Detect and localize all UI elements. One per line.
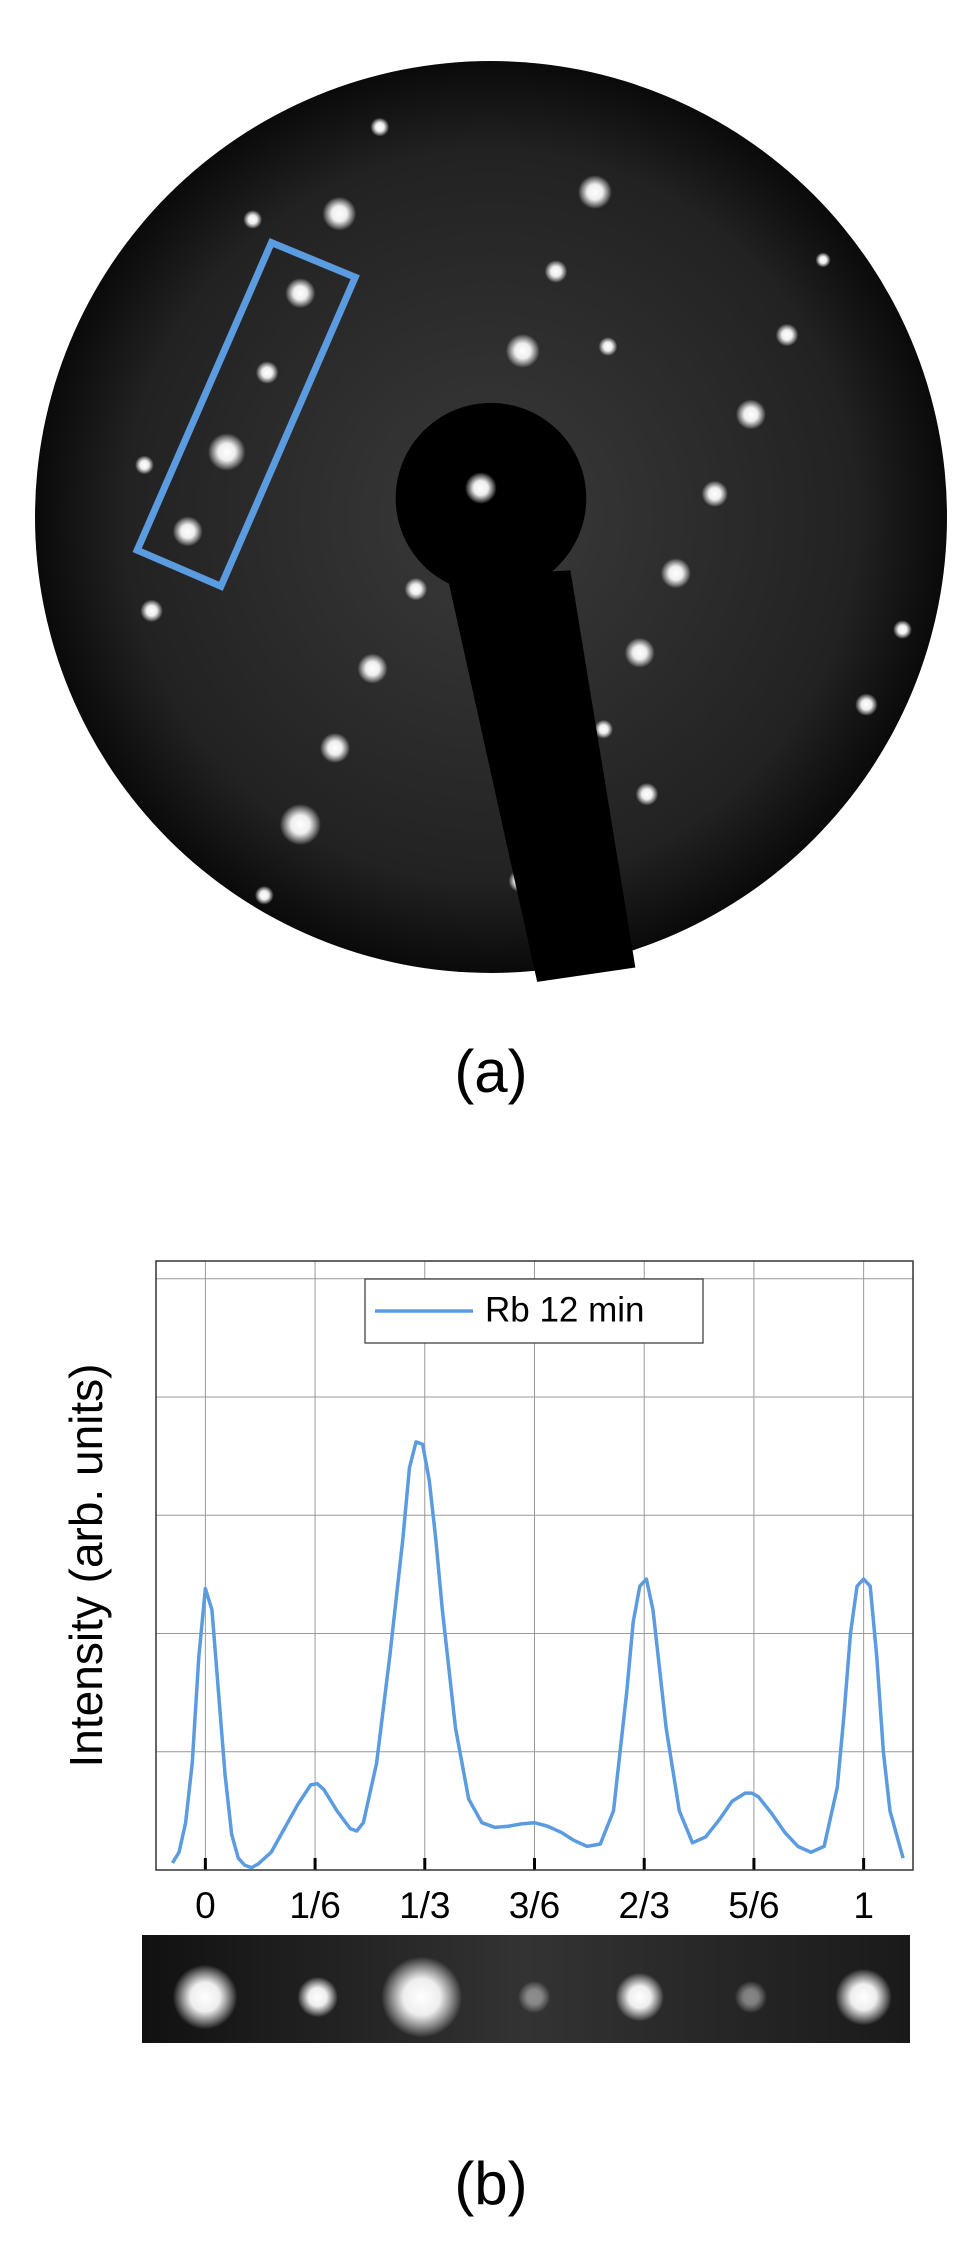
x-tick-label: 1/3 [399, 1885, 450, 1926]
strip-spot [835, 1968, 892, 2026]
diffraction-spot [735, 399, 766, 430]
diffraction-spot [322, 196, 357, 231]
diffraction-spot [701, 480, 728, 507]
sample-holder-shadow [447, 570, 636, 982]
diffraction-spot [893, 620, 912, 639]
diffraction-spot [775, 323, 799, 347]
diffraction-spot [855, 693, 878, 716]
x-tick-label: 1/6 [289, 1885, 340, 1926]
strip-spot [297, 1976, 338, 2018]
x-tick-label: 1 [853, 1885, 874, 1926]
diffraction-spot [544, 260, 568, 283]
diffraction-spot [578, 175, 612, 209]
central-spot [464, 472, 497, 504]
diffraction-spot [505, 333, 540, 368]
y-axis-label: Intensity (arb. units) [60, 1364, 112, 1768]
diffraction-spot [172, 516, 203, 547]
strip-spot [518, 1980, 551, 2014]
x-tick-label: 3/6 [509, 1885, 560, 1926]
diffraction-spot [660, 558, 691, 589]
leed-pattern [35, 61, 947, 982]
diffraction-spot [285, 278, 316, 309]
x-tick-label: 2/3 [618, 1885, 669, 1926]
plot-frame [155, 1260, 914, 1871]
x-tick-label: 0 [195, 1885, 216, 1926]
strip-spot [172, 1964, 238, 2030]
diffraction-spot [624, 637, 655, 668]
panel-label: (b) [454, 2150, 527, 2217]
diffraction-spot [594, 719, 613, 739]
diffraction-spot [319, 732, 351, 764]
diffraction-spot [279, 803, 322, 846]
diffraction-spot [255, 361, 279, 384]
diffraction-spot [207, 433, 246, 471]
diffraction-spot [815, 252, 831, 268]
diffraction-spot [598, 337, 618, 356]
line-series [170, 1440, 905, 1870]
diffraction-spot [243, 210, 263, 229]
strip-spot [381, 1956, 463, 2038]
panel-label: (a) [454, 1038, 527, 1105]
diffraction-spot [135, 455, 154, 475]
diffraction-spot [357, 653, 388, 684]
diffraction-spot [404, 577, 428, 601]
diffraction-spot [635, 782, 659, 806]
diffraction-spot [370, 117, 390, 137]
legend-label: Rb 12 min [485, 1290, 645, 1329]
strip-spot [734, 1980, 768, 2014]
selection-box [132, 238, 360, 591]
diffraction-spot [254, 885, 274, 905]
strip-spot [615, 1972, 664, 2022]
diffraction-spot [140, 599, 163, 623]
plot: 0 1/6 1/3 3/6 2/3 5/6 1 Intensity (arb. units) R… [60, 1260, 914, 1926]
strip-spots [172, 1956, 892, 2038]
x-tick-label: 5/6 [728, 1885, 779, 1926]
